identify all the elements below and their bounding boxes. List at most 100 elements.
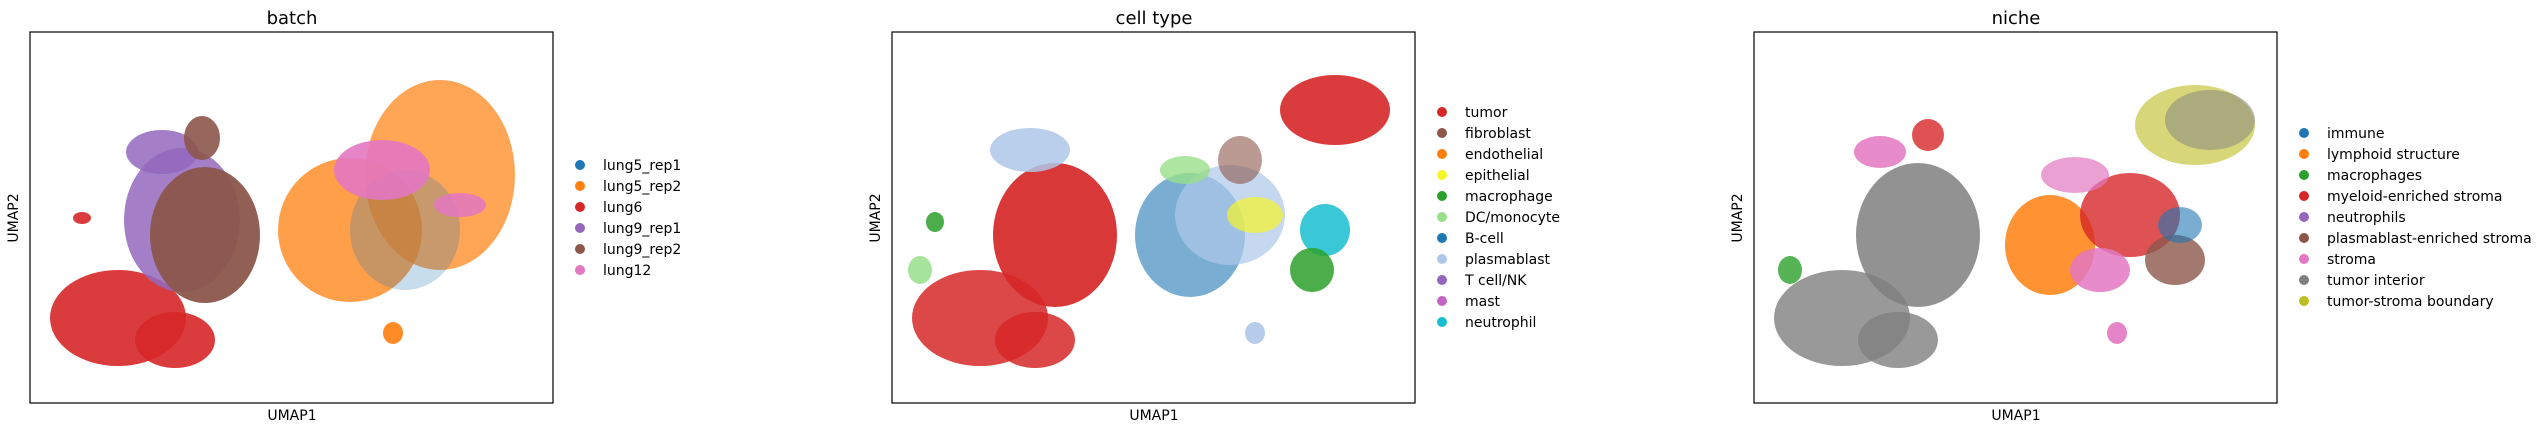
legend: immune lymphoid structure macrophages my… [2299, 126, 2532, 310]
legend-item: tumor interior [2299, 273, 2425, 289]
region-lung5-rep1-mix [350, 170, 460, 290]
legend-label: T cell/NK [1464, 273, 1527, 289]
legend-item: myeloid-enriched stroma [2299, 189, 2503, 205]
legend-item: lung6 [575, 200, 643, 216]
legend-item: lymphoid structure [2299, 147, 2460, 163]
plot-frame [29, 31, 554, 404]
legend-label: lung5_rep1 [603, 158, 681, 174]
legend-label: myeloid-enriched stroma [2327, 189, 2503, 205]
legend-item: lung9_rep2 [575, 242, 681, 258]
panel-niche: niche UMAP1 UMAP2 immune [1730, 8, 2532, 424]
legend-marker [575, 160, 585, 170]
legend-marker [1437, 275, 1447, 285]
y-axis-label: UMAP2 [1730, 193, 1746, 242]
region-myeloid-main [2080, 173, 2180, 257]
legend-marker [1437, 254, 1447, 264]
panel-title: batch [267, 8, 318, 29]
legend-label: lung5_rep2 [603, 179, 681, 195]
legend-marker [2299, 170, 2309, 180]
legend-label: neutrophil [1465, 315, 1536, 331]
region-stroma-top [2041, 157, 2109, 193]
legend-label: tumor interior [2327, 273, 2425, 289]
legend-marker [575, 223, 585, 233]
plot-frame [891, 31, 1416, 404]
legend-item: tumor-stroma boundary [2299, 294, 2494, 310]
legend-label: lung9_rep1 [603, 221, 681, 237]
region-tumor-lower-b [995, 312, 1075, 368]
legend: lung5_rep1 lung5_rep2 lung6 lung9_rep1 l… [575, 158, 681, 279]
region-tumor-interior-main [1856, 163, 1980, 307]
legend-marker [1437, 128, 1447, 138]
legend-marker [2299, 275, 2309, 285]
legend-item: B-cell [1437, 231, 1504, 247]
region-stroma-top-left [1854, 136, 1906, 168]
scatter-regions [50, 80, 515, 368]
region-plasmablast-top [990, 128, 1070, 172]
region-lung5-rep2-right [365, 80, 515, 270]
region-macrophage-lower [908, 256, 932, 284]
legend: tumor fibroblast endothelial epithelial … [1437, 105, 1560, 331]
legend-label: lymphoid structure [2327, 147, 2460, 163]
legend-label: tumor [1465, 105, 1508, 121]
region-tumor-interior-lower-b [1858, 312, 1938, 368]
legend-label: lung9_rep2 [603, 242, 681, 258]
legend-marker [575, 181, 585, 191]
region-neutrophil [1300, 204, 1350, 256]
region-immune [2158, 207, 2202, 243]
legend-marker [1437, 191, 1447, 201]
region-lung6-lower-b [135, 312, 215, 368]
region-small-cluster-left [73, 212, 91, 224]
legend-label: lung12 [603, 263, 651, 279]
legend-label: tumor-stroma boundary [2327, 294, 2494, 310]
x-axis-label: UMAP1 [267, 408, 316, 424]
y-axis-label: UMAP2 [868, 193, 884, 242]
legend-label: epithelial [1465, 168, 1530, 184]
legend-item: lung12 [575, 263, 651, 279]
legend-marker [1437, 317, 1447, 327]
region-lung12-tail [434, 193, 486, 217]
y-axis-label: UMAP2 [6, 193, 22, 242]
legend-label: B-cell [1465, 231, 1504, 247]
legend-marker [575, 244, 585, 254]
legend-label: stroma [2327, 252, 2376, 268]
legend-item: mast [1437, 294, 1501, 310]
region-macrophage-right [1290, 248, 1334, 292]
legend-label: fibroblast [1465, 126, 1531, 142]
region-tumor-main [993, 163, 1117, 307]
legend-item: plasmablast-enriched stroma [2299, 231, 2532, 247]
legend-marker [575, 202, 585, 212]
legend-marker [1437, 233, 1447, 243]
legend-item: neutrophil [1437, 315, 1536, 331]
legend-item: macrophages [2299, 168, 2422, 184]
legend-label: endothelial [1465, 147, 1543, 163]
panel-cell-type: cell type UMAP1 UMAP2 tumor [868, 8, 1560, 424]
legend-marker [1437, 296, 1447, 306]
plot-frame [1753, 31, 2278, 404]
legend-item: tumor [1437, 105, 1508, 121]
legend-item: macrophage [1437, 189, 1553, 205]
region-fibroblast [1218, 136, 1262, 184]
region-tumor-upper-right [1280, 75, 1390, 145]
legend-marker [2299, 254, 2309, 264]
legend-marker [2299, 233, 2309, 243]
legend-marker [575, 265, 585, 275]
region-myeloid-top [1912, 119, 1944, 151]
x-axis-label: UMAP1 [1991, 408, 2040, 424]
legend-item: fibroblast [1437, 126, 1531, 142]
legend-item: DC/monocyte [1437, 210, 1560, 226]
legend-item: lung5_rep1 [575, 158, 681, 174]
region-lung9-rep2-main [150, 167, 260, 303]
legend-label: macrophages [2327, 168, 2422, 184]
region-small-cluster-bottom [383, 322, 403, 344]
legend-label: lung6 [603, 200, 643, 216]
legend-marker [2299, 149, 2309, 159]
legend-label: macrophage [1465, 189, 1553, 205]
legend-marker [1437, 149, 1447, 159]
region-lung12 [334, 140, 430, 200]
region-stroma-right [2070, 248, 2130, 292]
legend-label: neutrophils [2327, 210, 2406, 226]
legend-marker [2299, 296, 2309, 306]
region-lung9-rep1-top [126, 130, 198, 174]
scatter-regions [1774, 85, 2255, 368]
